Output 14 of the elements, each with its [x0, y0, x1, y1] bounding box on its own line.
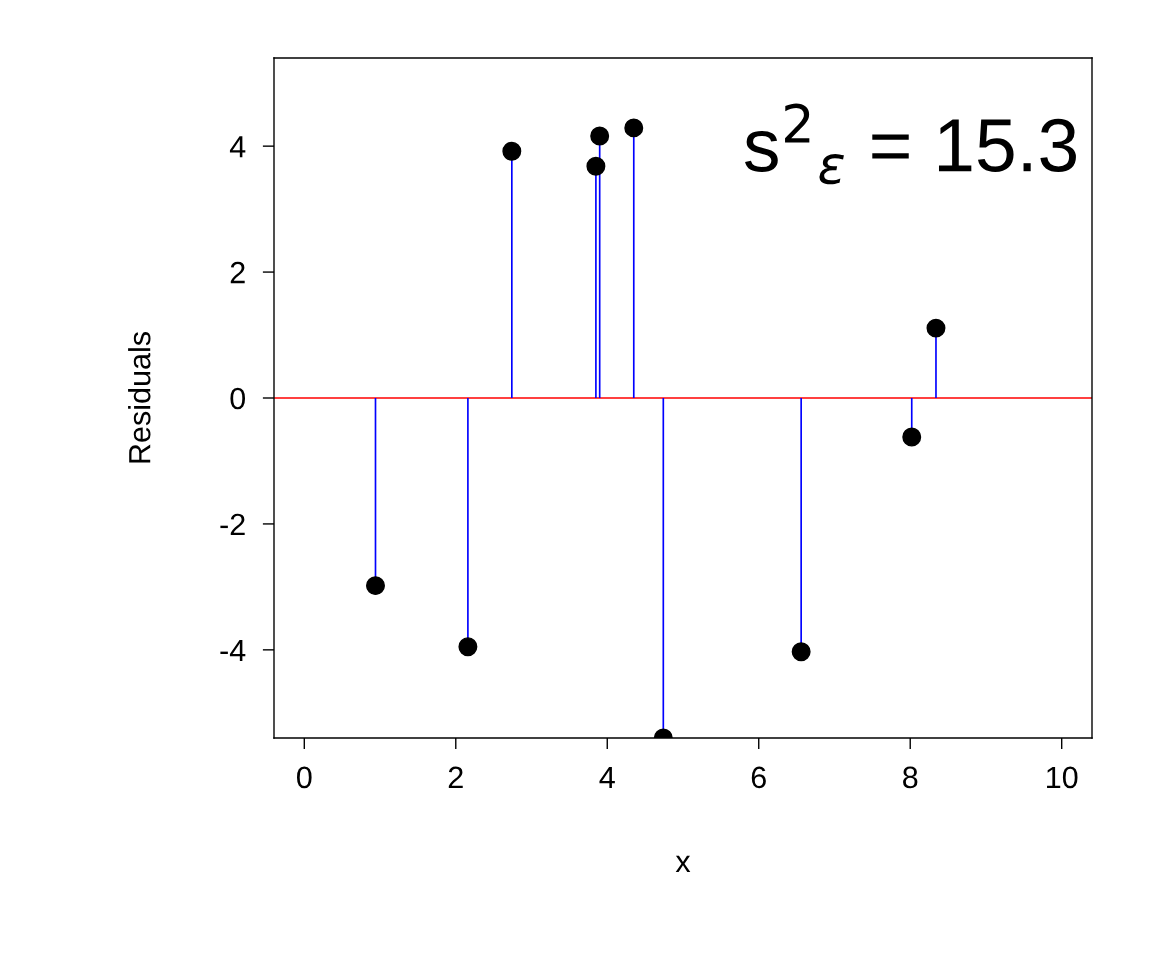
x-tick-label: 10 [1047, 766, 1078, 789]
y-axis-title: Residuals [128, 332, 151, 463]
x-axis-title: x [675, 855, 691, 872]
y-tick-label: -4 [220, 639, 246, 661]
y-tick-label: 4 [229, 136, 246, 158]
x-tick-label: 0 [296, 766, 312, 789]
x-tick-label: 4 [599, 766, 615, 788]
y-tick-label: -2 [220, 513, 245, 535]
x-tick-label: 2 [448, 766, 463, 788]
y-tick-label: 2 [230, 261, 245, 284]
y-tick-label: 0 [230, 387, 246, 410]
x-tick-label: 8 [903, 766, 918, 789]
annotation: s$^{2}$$_{ε}$ = 15.3 [745, 103, 1076, 185]
x-tick-label: 6 [751, 766, 766, 789]
